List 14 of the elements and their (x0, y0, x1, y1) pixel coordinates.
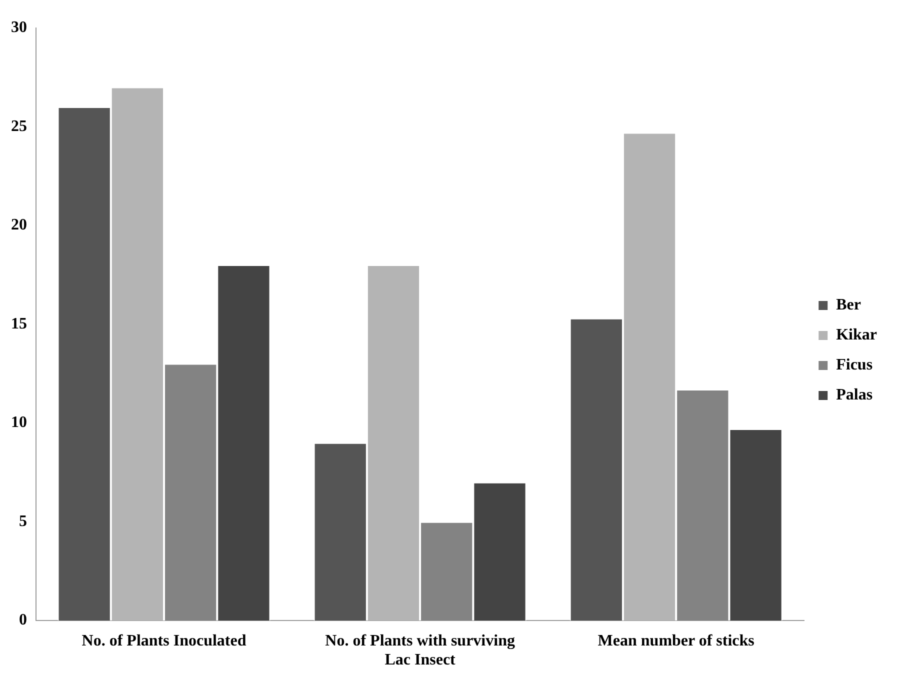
y-tick-label: 5 (19, 512, 27, 530)
legend-label: Kikar (836, 326, 877, 344)
y-tick-label: 15 (11, 315, 27, 332)
legend-label: Ficus (836, 356, 873, 374)
y-tick-label: 30 (11, 19, 27, 36)
x-tick-label: No. of Plants with surviving Lac Insect (325, 632, 515, 669)
legend-label: Ber (836, 296, 861, 314)
y-tick-label: 0 (19, 612, 27, 629)
legend-label: Palas (836, 386, 873, 404)
y-tick-label: 10 (11, 414, 27, 432)
x-tick-label: No. of Plants Inoculated (82, 632, 246, 650)
y-tick-label: 20 (11, 216, 27, 234)
x-tick-label: Mean number of sticks (598, 632, 754, 650)
y-tick-label: 25 (11, 118, 27, 135)
